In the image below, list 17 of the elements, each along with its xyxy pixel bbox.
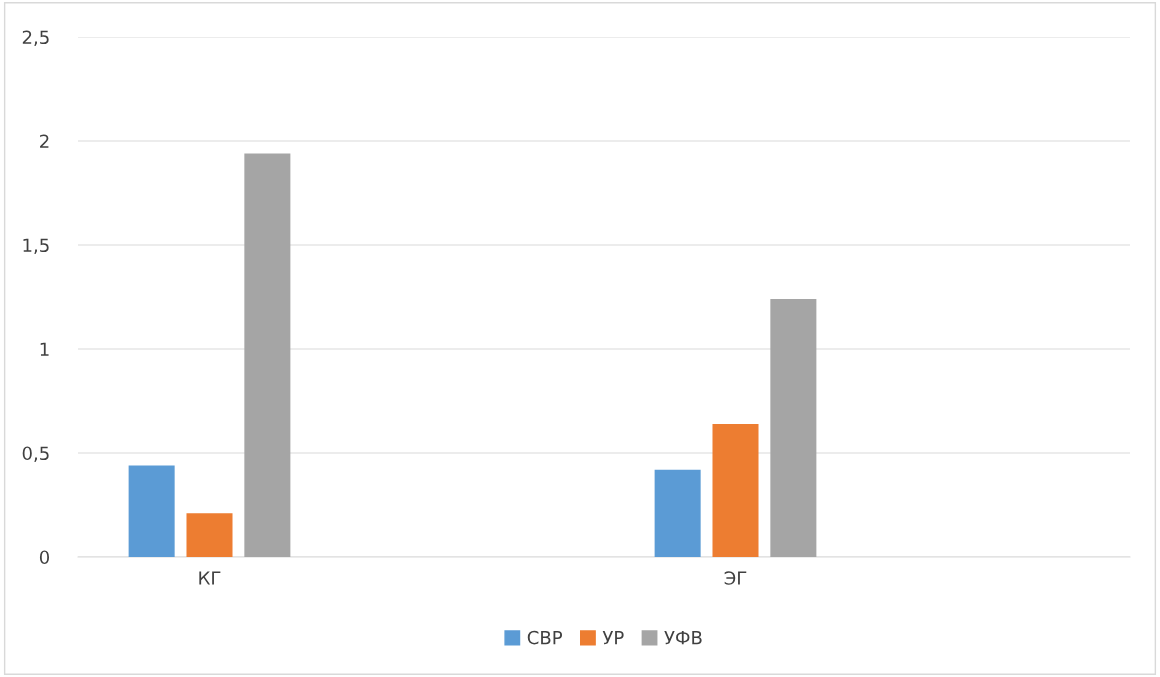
- legend-label: СВР: [527, 630, 563, 645]
- bar: [244, 153, 291, 557]
- x-tick-label: КГ: [199, 571, 221, 585]
- y-tick-label: 1: [40, 342, 49, 356]
- y-tick-label: 0: [39, 550, 50, 565]
- y-tick-label: 1,5: [23, 238, 49, 254]
- y-tick-label: 2: [40, 134, 49, 148]
- y-tick-label: 0,5: [22, 446, 49, 462]
- bar: [654, 469, 701, 557]
- bar: [712, 423, 759, 557]
- legend-label: УР: [602, 631, 624, 645]
- bar: [128, 465, 175, 557]
- bar: [770, 299, 817, 557]
- bar: [186, 513, 233, 557]
- legend-label: УФВ: [664, 631, 702, 645]
- x-tick-label: ЭГ: [724, 571, 747, 585]
- y-tick-label: 2,5: [22, 30, 49, 46]
